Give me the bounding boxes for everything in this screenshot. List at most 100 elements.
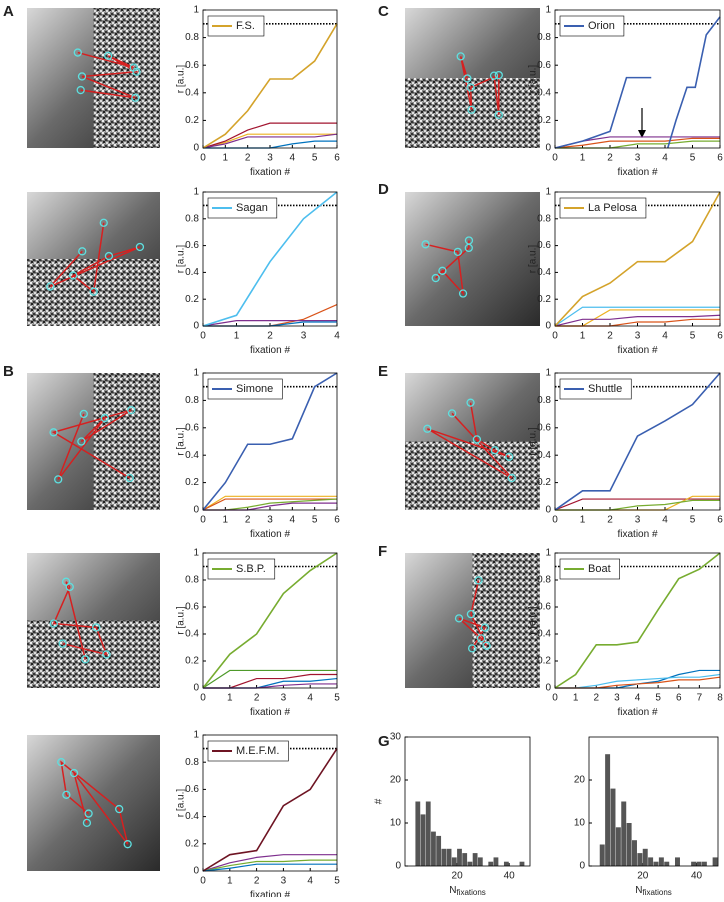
x-axis-label: fixation #: [617, 345, 657, 356]
noise-half: [27, 620, 160, 688]
y-tick-label: 1: [193, 5, 199, 16]
x-axis-label: fixation #: [250, 890, 290, 897]
x-tick-label: 4: [290, 153, 296, 164]
scanpath: [60, 760, 129, 845]
y-tick-label: 0.8: [537, 575, 551, 586]
x-tick-label: 5: [312, 515, 318, 526]
x-tick-label: 2: [607, 153, 613, 164]
histogram-bar: [493, 857, 499, 866]
x-tick-label: 5: [655, 693, 661, 704]
x-tick-label: 6: [717, 515, 723, 526]
x-tick-label: 3: [635, 515, 641, 526]
x-tick-label: 6: [676, 693, 682, 704]
y-tick-label: 1: [193, 368, 199, 379]
x-tick-label: 5: [690, 153, 696, 164]
x-tick-label: 5: [690, 331, 696, 342]
y-tick-label: 20: [390, 775, 402, 786]
histogram-bar: [420, 814, 426, 866]
x-tick-label: 4: [307, 876, 313, 887]
plot-frame: [202, 372, 338, 511]
x-axis-label-main: fixation #: [250, 890, 290, 897]
x-tick-label: 0: [200, 153, 206, 164]
fixation-point: [123, 840, 132, 849]
histogram-bar: [451, 857, 457, 866]
histogram-bar: [701, 861, 707, 866]
y-tick-label: 0: [545, 321, 551, 332]
fixation-point: [489, 71, 499, 80]
fixation-point: [456, 52, 465, 61]
legend-box: [207, 378, 283, 400]
x-axis-label-main: N: [449, 885, 456, 896]
scanpath: [51, 409, 132, 480]
fixation-point: [54, 475, 63, 484]
y-tick-label: 0.2: [185, 477, 199, 488]
fixation-point: [454, 614, 464, 623]
legend: Sagan: [207, 197, 278, 219]
x-tick-label: 3: [301, 331, 307, 342]
scanpath: [77, 51, 139, 99]
histogram-bar: [691, 861, 697, 866]
y-axis-label: r [a.u.]: [176, 789, 187, 818]
x-axis-label: fixation #: [250, 707, 290, 718]
x-tick-label: 0: [200, 515, 206, 526]
chart: C 0 0.2 0.4 0.6 0.8 1 0 1 2 3 4 5 6 r [a.u.] fixation #…: [378, 3, 723, 178]
x-axis-label-main: fixation #: [617, 529, 657, 540]
y-tick-label: 0.4: [185, 267, 199, 278]
photo: [27, 8, 160, 148]
x-tick-label: 1: [234, 331, 240, 342]
x-tick-label: 4: [290, 515, 296, 526]
photo: [405, 553, 540, 688]
series-line: [554, 306, 720, 327]
photo: [27, 735, 160, 871]
series-line: [203, 673, 337, 689]
legend-label: Orion: [588, 20, 615, 32]
fixation-point: [79, 409, 88, 419]
y-axis-label: r [a.u.]: [528, 65, 539, 94]
x-tick-label: 2: [607, 331, 613, 342]
fixation-point: [73, 48, 82, 57]
fixation-point: [431, 273, 440, 283]
noise-half: [405, 441, 540, 510]
x-tick-label: 5: [312, 153, 318, 164]
scanpath: [459, 56, 500, 115]
x-axis-label: Nfixations: [635, 885, 672, 897]
series-line: [202, 669, 337, 689]
x-tick-label: 5: [334, 876, 340, 887]
series-line: [554, 314, 721, 327]
plot-frame: [202, 552, 338, 689]
x-tick-label: 0: [200, 331, 206, 342]
histogram-bar: [519, 861, 525, 866]
scanpath: [49, 222, 141, 294]
photo-image: [27, 735, 160, 871]
photo: [27, 553, 160, 688]
y-axis-label: #: [374, 798, 385, 804]
legend-label: S.B.P.: [236, 563, 266, 575]
x-tick-label: 0: [552, 693, 558, 704]
legend-label: Shuttle: [588, 383, 622, 395]
x-tick-label: 6: [717, 331, 723, 342]
x-tick-label: 3: [614, 693, 620, 704]
fixation-point: [99, 218, 108, 227]
x-axis-label: fixation #: [617, 707, 657, 718]
panel-label: F: [378, 543, 387, 560]
fixation-point: [82, 818, 92, 828]
legend-box: [559, 378, 632, 400]
histogram-bar: [648, 857, 654, 866]
x-tick-label: 2: [593, 693, 599, 704]
histogram-bar: [626, 823, 632, 866]
y-tick-label: 1: [545, 187, 551, 198]
x-tick-label: 2: [254, 693, 260, 704]
legend-label: La Pelosa: [588, 202, 638, 214]
y-axis-label: r [a.u.]: [528, 606, 539, 635]
x-tick-label: 5: [690, 515, 696, 526]
panel-label: C: [378, 3, 389, 20]
fixation-point: [463, 74, 472, 83]
series-line: [554, 16, 721, 149]
histogram-bar: [431, 831, 436, 866]
chart: D 0 0.2 0.4 0.6 0.8 1 0 1 2 3 4 5 6 r [a.u.] fixation #…: [378, 181, 723, 356]
y-tick-label: 0: [193, 683, 199, 694]
legend-label: Simone: [236, 383, 273, 395]
y-tick-label: 0.2: [537, 294, 551, 305]
x-axis-label-main: fixation #: [250, 345, 290, 356]
x-axis-label: fixation #: [250, 345, 290, 356]
